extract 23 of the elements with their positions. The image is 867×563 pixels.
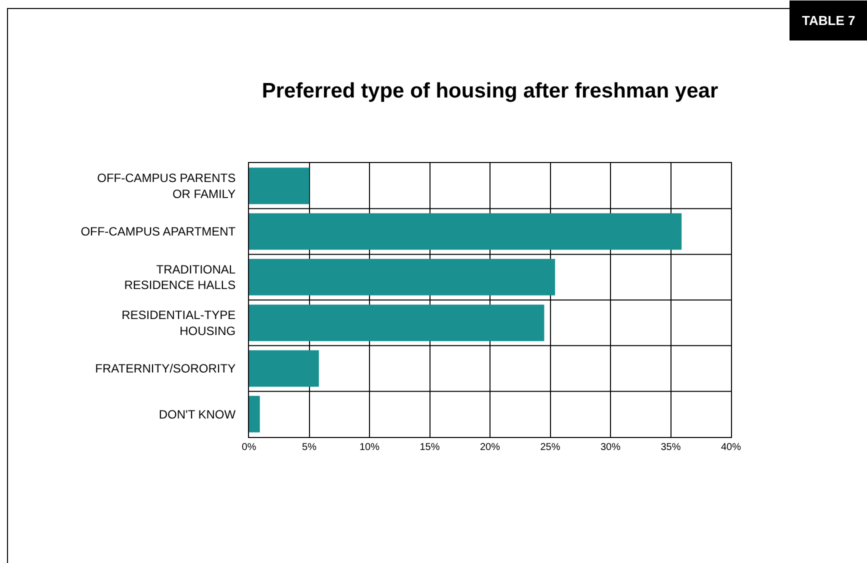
- x-tick-label: 40%: [720, 442, 742, 453]
- bar: [249, 304, 544, 342]
- chart-title: Preferred type of housing after freshman year: [262, 79, 718, 102]
- x-tick-label: 20%: [480, 442, 500, 453]
- x-tick-label: 30%: [600, 442, 621, 453]
- bar: [249, 396, 260, 432]
- bar: [249, 350, 319, 387]
- y-tick-label: OFF-CAMPUS PARENTS OR FAMILY: [97, 171, 236, 201]
- x-tick-label: 10%: [359, 442, 380, 453]
- y-tick-label: TRADITIONAL RESIDENCE HALLS: [124, 262, 236, 292]
- bar: [249, 213, 682, 250]
- y-tick-label: OFF-CAMPUS APARTMENT: [80, 224, 236, 239]
- x-tick-label: 15%: [420, 442, 440, 453]
- x-tick-label: 5%: [302, 442, 317, 453]
- y-tick-label: RESIDENTIAL-TYPE HOUSING: [122, 308, 236, 338]
- bar: [249, 168, 310, 204]
- x-tick-label: 25%: [540, 442, 560, 453]
- bar: [249, 258, 556, 296]
- x-tick-label: 0%: [242, 442, 256, 453]
- y-tick-label: FRATERNITY/SORORITY: [95, 362, 236, 376]
- x-tick-label: 35%: [660, 442, 681, 453]
- caption: TABLE 7: [802, 13, 856, 28]
- y-tick-label: DON'T KNOW: [158, 407, 236, 422]
